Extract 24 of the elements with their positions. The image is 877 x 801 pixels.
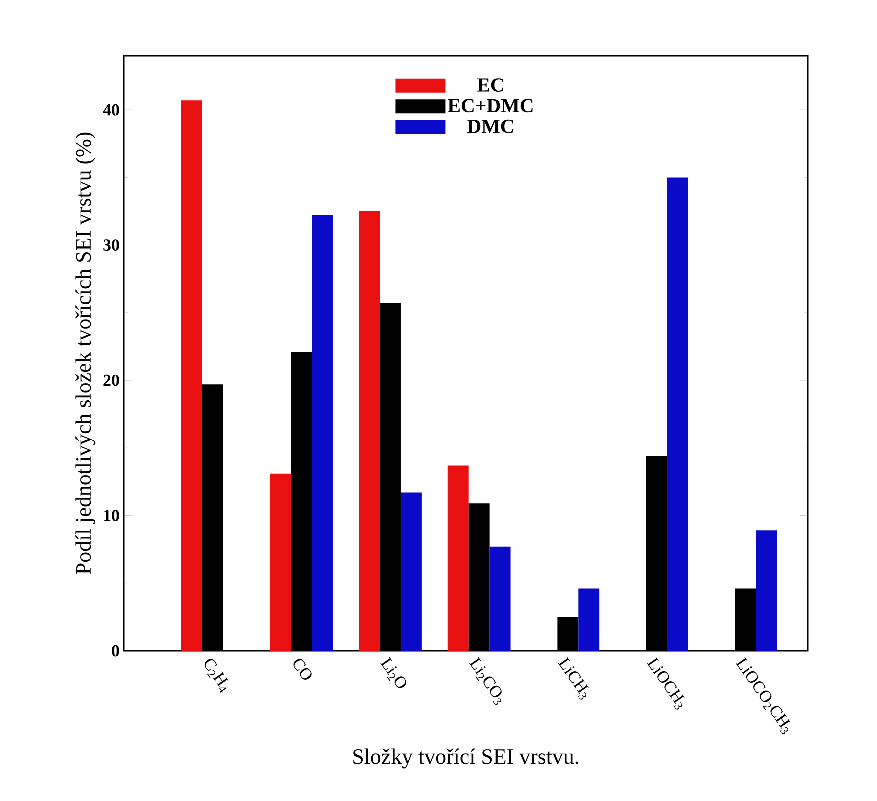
bar [756,530,778,651]
y-tick-label: 20 [104,374,120,386]
bar [667,178,688,651]
bar [181,100,202,651]
legend-label: EC [478,78,504,92]
y-tick-label: 30 [104,240,120,252]
x-tick-label: CO [294,659,312,680]
y-axis-title: Podíl jednotlivých složek tvořících SEI vrstvu (%) [76,132,96,574]
y-tick-label: 40 [103,104,120,116]
bar [312,216,334,651]
legend-label: DMC [468,120,514,134]
bar [270,474,292,651]
bar [359,212,380,651]
bar [448,466,469,651]
x-tick-label: C$_{2}$H$_{4}$ [204,659,229,693]
x-tick-label: Li$_{2}$O [380,657,407,688]
legend-label: EC+DMC [448,99,533,113]
y-tick-label: 10 [104,510,120,522]
bar [578,588,600,651]
y-tick-label: 0 [112,645,120,657]
bar [400,492,422,651]
x-axis-title: Složky tvořící SEI vrstvu. [354,748,578,769]
bar [490,546,511,651]
x-tick-label: Li$_{2}$CO$_{3}$ [469,657,502,706]
